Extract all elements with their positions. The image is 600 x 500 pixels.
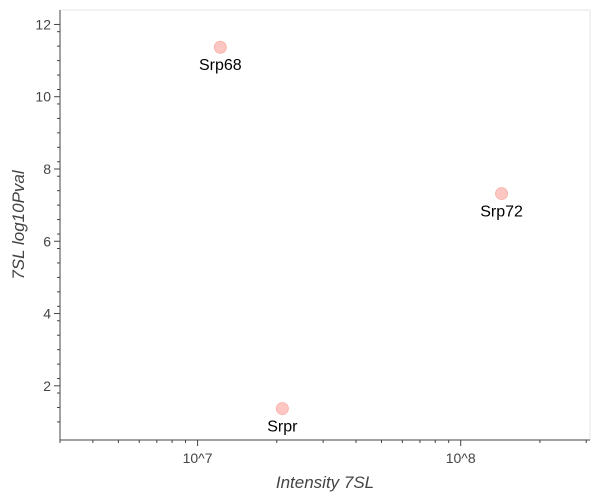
point-label: Srp68 xyxy=(199,57,242,74)
y-tick-label: 2 xyxy=(43,378,51,394)
data-points: Srp68 Srp72 Srpr xyxy=(199,40,523,436)
y-tick-label: 4 xyxy=(43,306,51,322)
x-tick-label: 10^8 xyxy=(446,450,476,466)
y-tick-label: 12 xyxy=(35,16,51,32)
x-axis-title: Intensity 7SL xyxy=(276,473,374,492)
data-point xyxy=(495,187,509,201)
point-label: Srp72 xyxy=(480,204,523,221)
data-point xyxy=(213,40,227,54)
plot-area xyxy=(59,9,591,441)
y-tick-label: 10 xyxy=(35,89,51,105)
data-point xyxy=(275,402,289,416)
y-tick-label: 6 xyxy=(43,233,51,249)
y-axis-title: 7SL log10Pval xyxy=(9,169,28,280)
y-tick-label: 8 xyxy=(43,161,51,177)
point-label: Srpr xyxy=(267,419,298,436)
x-axis: 10^7 10^8 xyxy=(59,439,590,466)
x-tick-label: 10^7 xyxy=(183,450,213,466)
y-axis: 2 4 6 8 10 12 xyxy=(35,10,61,440)
